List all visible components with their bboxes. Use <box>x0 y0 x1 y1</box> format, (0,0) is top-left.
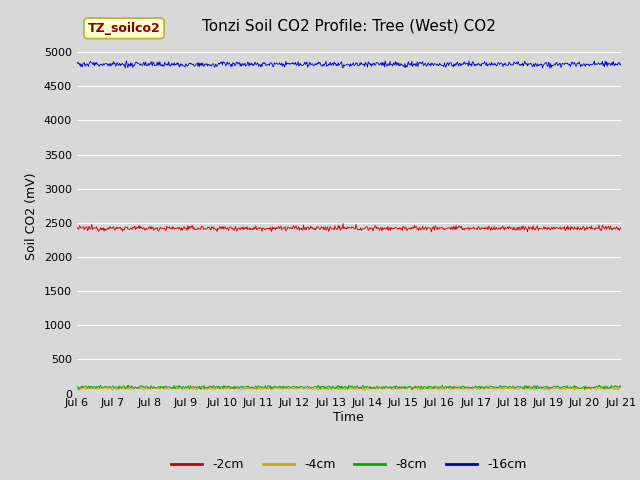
Legend: -2cm, -4cm, -8cm, -16cm: -2cm, -4cm, -8cm, -16cm <box>166 453 531 476</box>
X-axis label: Time: Time <box>333 411 364 424</box>
Y-axis label: Soil CO2 (mV): Soil CO2 (mV) <box>25 172 38 260</box>
Text: TZ_soilco2: TZ_soilco2 <box>88 22 161 35</box>
Title: Tonzi Soil CO2 Profile: Tree (West) CO2: Tonzi Soil CO2 Profile: Tree (West) CO2 <box>202 18 496 33</box>
